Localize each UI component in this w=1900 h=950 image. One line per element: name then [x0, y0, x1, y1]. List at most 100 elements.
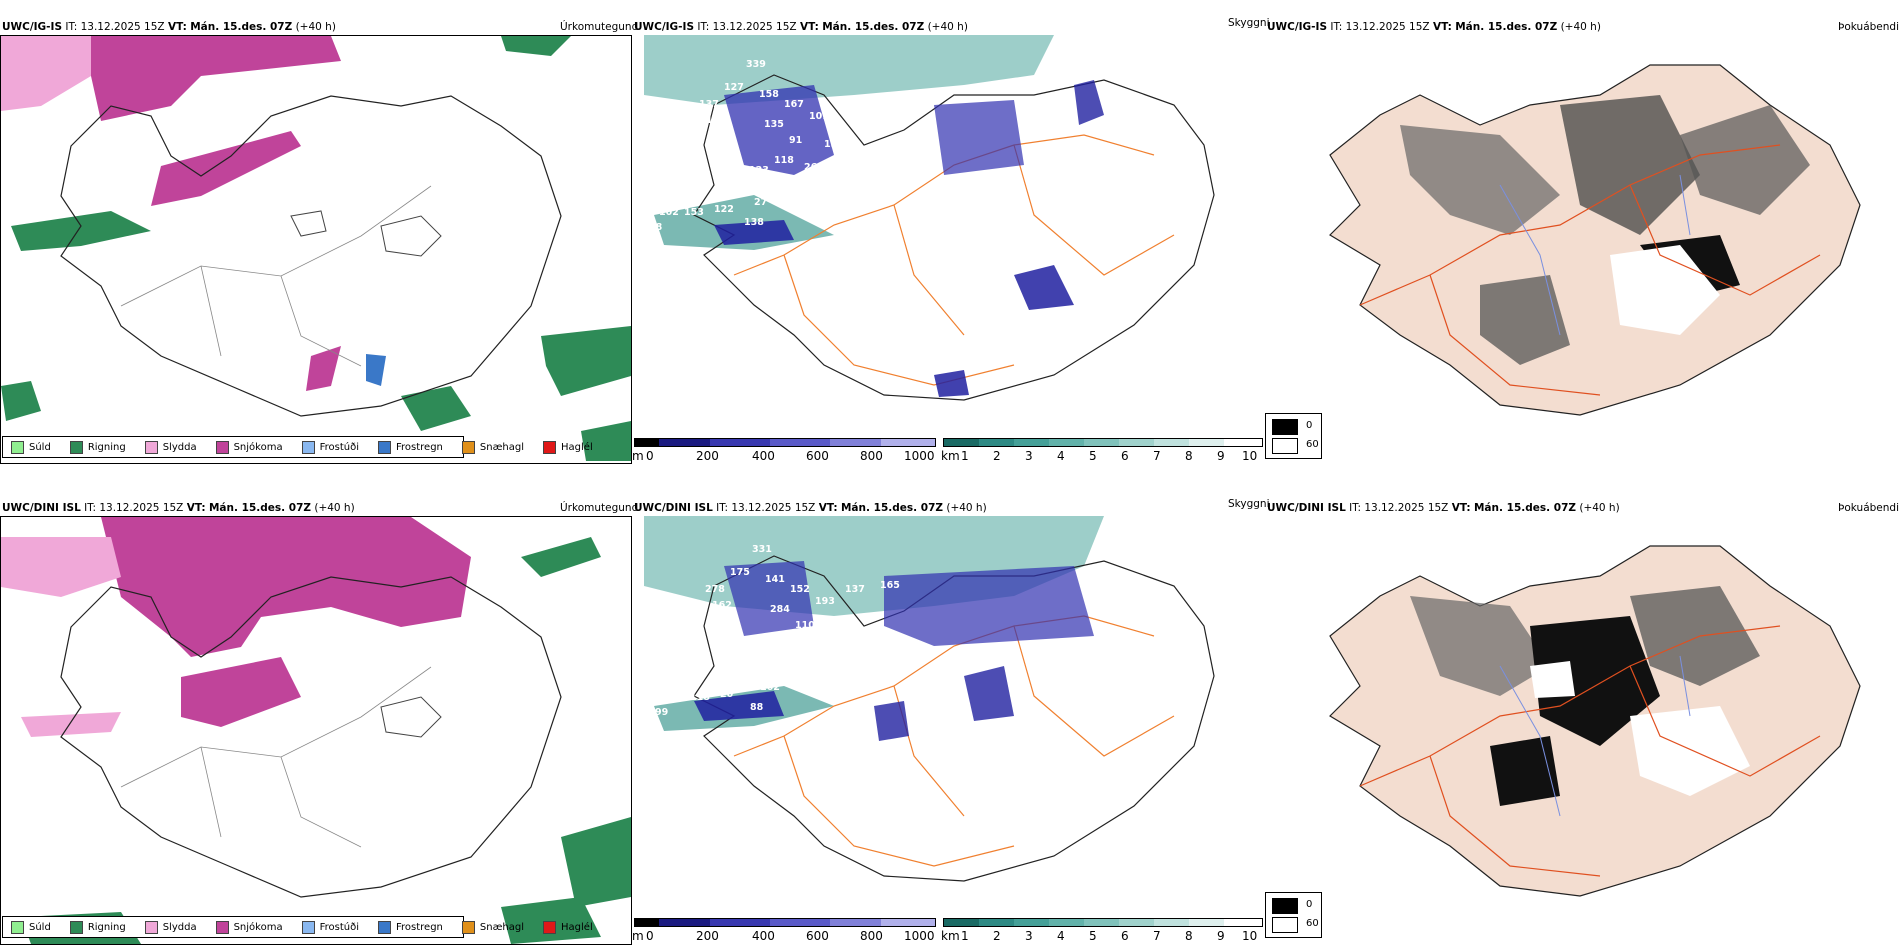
- visibility-colorbar: km 1 2 3 4 5 6 7 8 9 10: [941, 918, 1263, 944]
- cloud-base-value: 141: [765, 574, 785, 585]
- rain-area: [541, 326, 631, 396]
- legend-item: Frostúði: [294, 440, 359, 454]
- rain-area: [501, 36, 571, 56]
- rain-area: [581, 421, 631, 461]
- valid-time: Mán. 15.des. 07Z: [190, 21, 293, 33]
- cloud-base-value: 15: [855, 802, 868, 813]
- cloud-base-value: 113: [970, 752, 990, 763]
- cloud-base-value: 278: [705, 584, 725, 595]
- cloud-base-value: 76: [839, 99, 853, 110]
- cloud-base-value: 103: [810, 647, 830, 658]
- fog-map[interactable]: [1300, 516, 1900, 936]
- legend-swatch: [144, 440, 158, 454]
- glacier-outline: [290, 210, 327, 237]
- ceiling-navy-area: [1014, 265, 1074, 310]
- rivers: [1499, 174, 1691, 336]
- cloud-header: UWC/IG-IS IT: 13.12.2025 15Z VT: Mán. 15…: [634, 21, 968, 33]
- cloud-base-value: 175: [755, 650, 775, 661]
- model-name: UWC/IG-IS: [2, 21, 63, 33]
- cloud-base-colorbar: m 0 200 400 600 800 1000: [632, 918, 936, 944]
- glacier-outline: [380, 696, 442, 738]
- cloud-title: Skyggni: [1228, 17, 1270, 29]
- ceiling-navy-area: [724, 561, 814, 636]
- snow-area: [101, 517, 471, 657]
- cloud-base-value: 138: [744, 217, 764, 228]
- cloud-base-value: 137: [729, 182, 749, 193]
- snow-area: [91, 36, 341, 121]
- snow-band: [151, 131, 301, 206]
- fog-map[interactable]: [1300, 35, 1900, 455]
- precip-map-svg: [1, 517, 631, 944]
- cloud-base-value: 135: [764, 119, 784, 130]
- legend-item: Frostregn: [370, 440, 443, 454]
- cloud-base-value: 137: [845, 584, 865, 595]
- vt-label: VT:: [167, 21, 187, 33]
- legend-item: Slydda: [137, 440, 197, 454]
- cloud-base-value: 123: [749, 165, 769, 176]
- rain-area: [401, 386, 471, 431]
- cloud-base-value: 137: [994, 267, 1014, 278]
- legend-swatch: [69, 440, 83, 454]
- cloud-base-value: 20: [720, 689, 734, 700]
- cloud-base-value: 91: [789, 135, 802, 146]
- fog-white-area: [1530, 661, 1575, 698]
- fog-title: Þokuábendi: [1838, 21, 1899, 33]
- cloud-base-colorbar: m 0 200 400 600 800 1000: [632, 438, 936, 464]
- precip-map[interactable]: [0, 35, 632, 464]
- fog-dark-area: [1480, 275, 1570, 365]
- cloud-base-value: 162: [760, 682, 780, 693]
- cloud-map[interactable]: 331 175 141 278 162 284 152 193 137 165 110 121 157 1…: [634, 516, 1264, 916]
- snow-area: [306, 346, 341, 391]
- precip-legend: Súld Rigning Slydda Snjókoma Frostúði Fr…: [2, 436, 593, 458]
- ceiling-navy-area: [934, 370, 969, 397]
- fog-white-area: [1630, 706, 1750, 796]
- cloud-base-value: 110: [799, 247, 819, 258]
- legend-item: Snjókoma: [208, 440, 283, 454]
- fog-legend: 0 60: [1265, 413, 1322, 459]
- cloud-base-value: 153: [684, 207, 704, 218]
- cloud-base-value: 118: [774, 155, 794, 166]
- colorbar-strip: [634, 438, 936, 447]
- coastline: [60, 576, 562, 898]
- ceiling-navy-area: [724, 85, 834, 175]
- legend-swatch: [301, 440, 315, 454]
- cloud-base-value: 118: [690, 692, 710, 703]
- cloud-base-value: 114: [706, 115, 726, 126]
- precip-header: UWC/DINI ISL IT: 13.12.2025 15Z VT: Mán.…: [2, 502, 355, 514]
- legend-item: Frostúði: [294, 920, 359, 934]
- legend-swatch: [215, 440, 229, 454]
- legend-swatch: [11, 440, 24, 454]
- sleet-area: [21, 712, 121, 737]
- legend-item: Frostregn: [370, 920, 443, 934]
- legend-item: Haglél: [535, 920, 593, 934]
- cloud-base-value: 284: [770, 604, 790, 615]
- cloud-base-value: 158: [759, 89, 779, 100]
- legend-swatch: [378, 440, 391, 454]
- fog-map-svg: [1329, 545, 1861, 897]
- cloud-base-value: 110: [795, 620, 815, 631]
- fog-dark-area: [1560, 95, 1700, 235]
- legend-item: Súld: [3, 920, 51, 934]
- cloud-base-value: 162: [712, 600, 732, 611]
- cloud-base-value: 748: [910, 712, 930, 723]
- legend-item: Haglél: [535, 440, 593, 454]
- legend-item: Snæhagl: [454, 440, 524, 454]
- cloud-base-value: 103: [665, 692, 685, 703]
- cloud-base-value: 193: [815, 596, 835, 607]
- cloud-base-value: 88: [649, 222, 663, 233]
- visibility-colorbar: km 1 2 3 4 5 6 7 8 9 10: [941, 438, 1263, 464]
- legend-swatch: [543, 440, 557, 454]
- precip-title: Úrkomutegund: [560, 21, 639, 33]
- colorbar-strip: [943, 438, 1263, 447]
- cloud-map[interactable]: 339 127 158 137 114 135 167 101 76 120 91 152 118 269…: [634, 35, 1264, 435]
- sleet-area: [1, 537, 121, 597]
- rain-area: [1, 381, 41, 421]
- fog-map-svg: [1329, 64, 1861, 416]
- precip-map[interactable]: [0, 516, 632, 945]
- cloud-base-value: 105: [805, 732, 825, 743]
- rain-area: [521, 537, 601, 577]
- legend-item: Snjókoma: [208, 920, 283, 934]
- cloud-base-value: 165: [880, 580, 900, 591]
- cloud-base-value: 175: [730, 567, 750, 578]
